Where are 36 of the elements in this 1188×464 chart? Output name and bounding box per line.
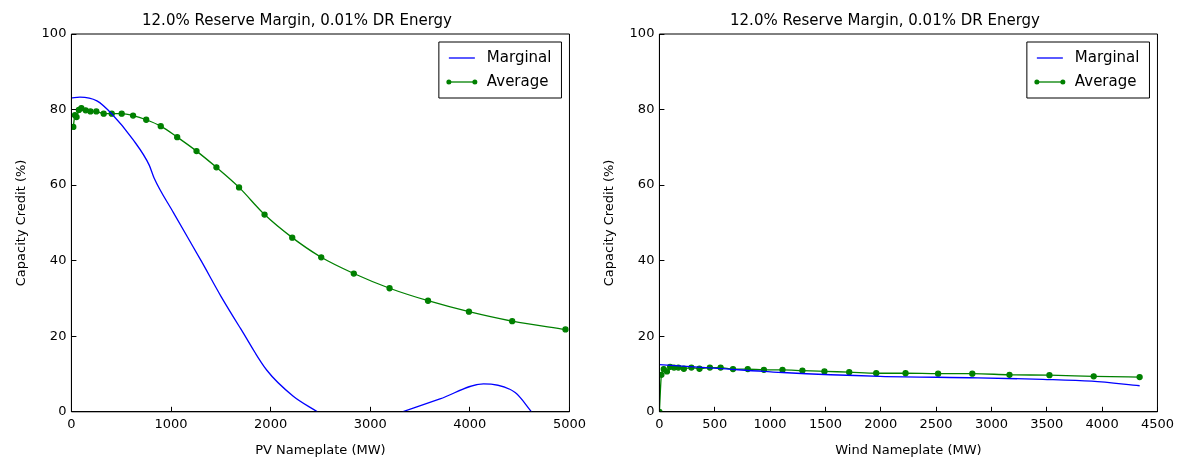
chart-title: 12.0% Reserve Margin, 0.01% DR Energy [730, 10, 1041, 29]
legend-label: Marginal [486, 47, 552, 66]
legend-label: Average [1074, 71, 1137, 90]
x-tick-label: 5000 [552, 415, 586, 431]
x-tick-label: 3000 [353, 415, 387, 431]
x-tick-label: 2500 [919, 415, 953, 431]
y-axis-title: Capacity Credit (%) [601, 159, 617, 287]
x-tick-label: 2000 [254, 415, 288, 431]
x-tick-label: 1000 [753, 415, 787, 431]
y-tick-label: 60 [49, 176, 67, 192]
y-tick-label: 0 [646, 403, 655, 419]
y-tick-label: 20 [637, 327, 655, 343]
x-axis-title: Wind Nameplate (MW) [835, 441, 982, 457]
y-tick-label: 60 [637, 176, 655, 192]
y-tick-label: 40 [49, 252, 67, 268]
x-tick-label: 4000 [1085, 415, 1119, 431]
y-tick-label: 20 [49, 327, 67, 343]
y-tick-label: 100 [629, 25, 655, 41]
x-tick-label: 2000 [864, 415, 898, 431]
x-tick-label: 1500 [808, 415, 842, 431]
y-tick-label: 100 [41, 25, 67, 41]
x-tick-label: 3500 [1030, 415, 1064, 431]
y-tick-label: 80 [637, 100, 655, 116]
legend-label: Average [486, 71, 549, 90]
y-axis-title: Capacity Credit (%) [13, 159, 29, 287]
y-tick-label: 40 [637, 252, 655, 268]
x-tick-label: 4000 [453, 415, 487, 431]
chart-title: 12.0% Reserve Margin, 0.01% DR Energy [142, 10, 453, 29]
y-tick-label: 80 [49, 100, 67, 116]
x-tick-label: 1000 [154, 415, 188, 431]
x-axis-title: PV Nameplate (MW) [255, 441, 386, 457]
x-tick-label: 3000 [974, 415, 1008, 431]
legend-label: Marginal [1074, 47, 1140, 66]
y-tick-label: 0 [58, 403, 67, 419]
x-tick-label: 4500 [1140, 415, 1174, 431]
x-tick-label: 500 [702, 415, 728, 431]
